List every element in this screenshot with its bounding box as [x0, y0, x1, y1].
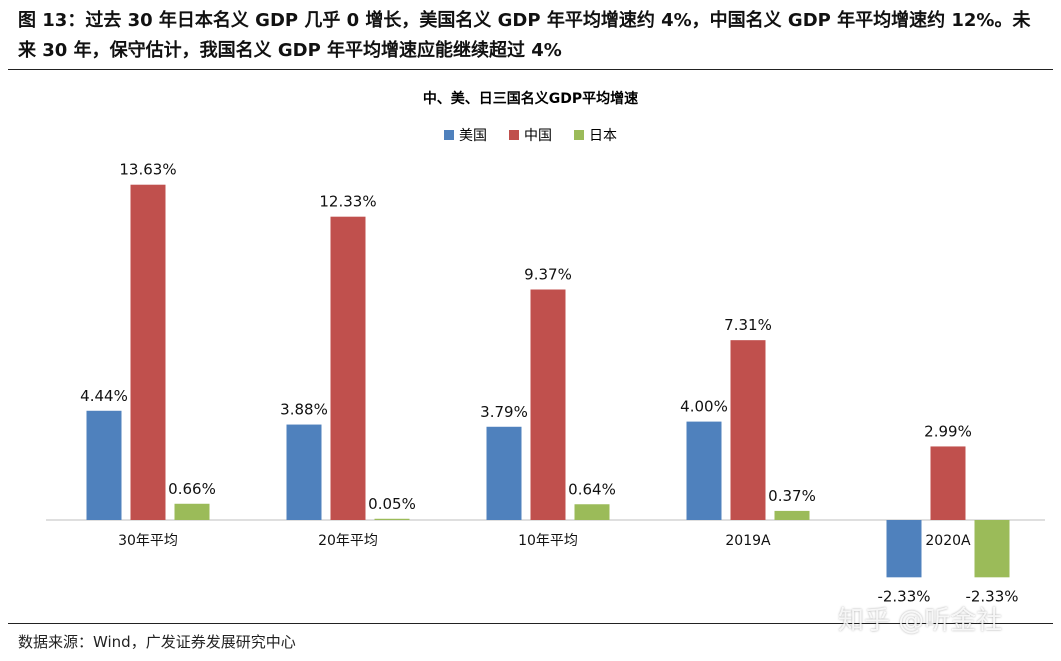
- legend-item-us: 美国: [444, 125, 487, 145]
- legend-item-japan: 日本: [574, 125, 617, 145]
- bar-us-3: [686, 421, 722, 520]
- legend-swatch-japan: [574, 130, 584, 140]
- legend-swatch-china: [509, 130, 519, 140]
- data-label-japan-4: -2.33%: [965, 587, 1018, 605]
- category-tick-label-2: 10年平均: [518, 533, 578, 549]
- data-label-japan-3: 0.37%: [768, 487, 816, 505]
- legend-item-china: 中国: [509, 125, 552, 145]
- data-label-china-2: 9.37%: [524, 265, 572, 283]
- data-label-china-1: 12.33%: [319, 193, 376, 211]
- data-label-us-4: -2.33%: [877, 587, 930, 605]
- data-label-us-0: 4.44%: [80, 387, 128, 405]
- legend-swatch-us: [444, 130, 454, 140]
- legend: 美国 中国 日本: [0, 125, 1061, 145]
- bar-china-2: [530, 289, 566, 520]
- watermark: 知乎 @听金社: [838, 606, 1003, 636]
- bar-japan-4: [974, 520, 1010, 578]
- bar-us-4: [886, 520, 922, 578]
- data-label-japan-0: 0.66%: [168, 480, 216, 498]
- data-label-china-0: 13.63%: [119, 161, 176, 179]
- bar-china-1: [330, 216, 366, 520]
- bar-us-1: [286, 424, 322, 520]
- chart-title: 中、美、日三国名义GDP平均增速: [422, 91, 639, 107]
- top-rule: [8, 69, 1053, 70]
- data-label-japan-2: 0.64%: [568, 480, 616, 498]
- category-tick-label-4: 2020A: [925, 533, 971, 549]
- category-tick-label-0: 30年平均: [118, 533, 178, 549]
- bar-china-3: [730, 340, 766, 520]
- data-label-us-1: 3.88%: [280, 401, 328, 419]
- data-label-japan-1: 0.05%: [368, 495, 416, 513]
- data-label-us-3: 4.00%: [680, 398, 728, 416]
- bar-japan-0: [174, 503, 210, 520]
- legend-label-us: 美国: [459, 128, 487, 144]
- bar-japan-1: [374, 518, 410, 520]
- bar-japan-2: [574, 504, 610, 520]
- data-label-us-2: 3.79%: [480, 403, 528, 421]
- data-label-china-4: 2.99%: [924, 422, 972, 440]
- bar-japan-3: [774, 510, 810, 520]
- source-note: 数据来源：Wind，广发证券发展研究中心: [18, 633, 296, 651]
- bar-us-2: [486, 426, 522, 520]
- figure-title: 图 13：过去 30 年日本名义 GDP 几乎 0 增长，美国名义 GDP 年平…: [18, 10, 1031, 61]
- category-tick-label-3: 2019A: [725, 533, 771, 549]
- data-label-china-3: 7.31%: [724, 316, 772, 334]
- legend-label-japan: 日本: [589, 128, 617, 144]
- legend-label-china: 中国: [524, 128, 552, 144]
- bar-china-0: [130, 184, 166, 520]
- bottom-rule: [8, 623, 1053, 624]
- bar-china-4: [930, 446, 966, 520]
- category-tick-label-1: 20年平均: [318, 533, 378, 549]
- bar-us-0: [86, 410, 122, 520]
